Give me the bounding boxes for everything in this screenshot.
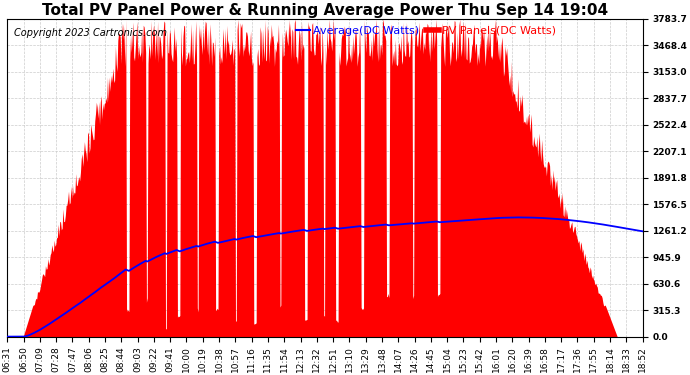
Title: Total PV Panel Power & Running Average Power Thu Sep 14 19:04: Total PV Panel Power & Running Average P… [42,3,608,18]
Text: Copyright 2023 Cartronics.com: Copyright 2023 Cartronics.com [14,28,166,39]
Legend: Average(DC Watts), PV Panels(DC Watts): Average(DC Watts), PV Panels(DC Watts) [292,21,561,40]
